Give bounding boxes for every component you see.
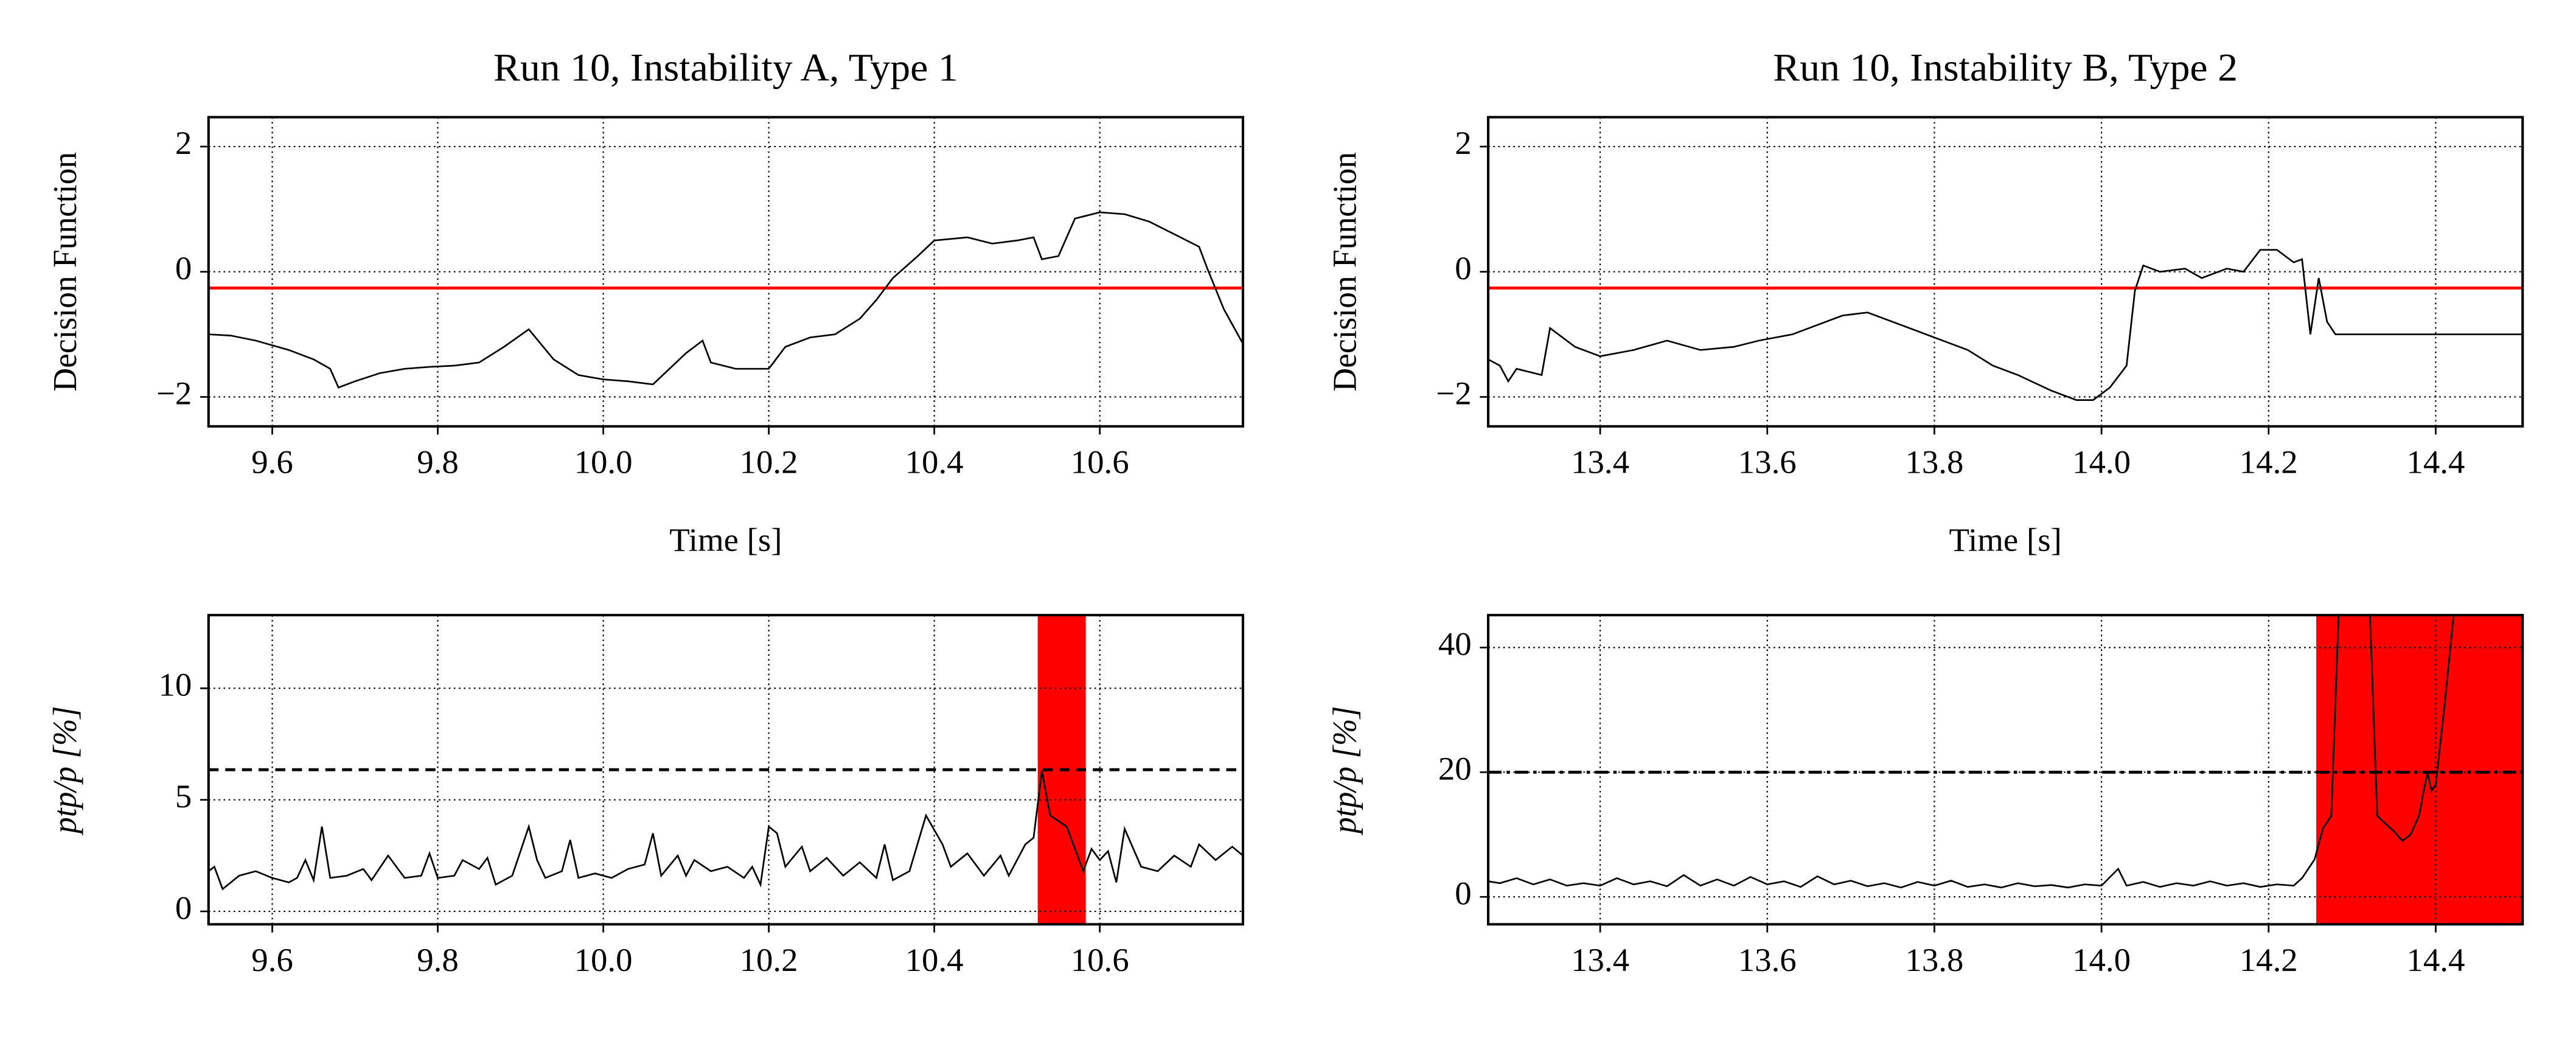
plot-area <box>1488 615 2523 925</box>
y-tick-label: 0 <box>175 251 192 287</box>
x-tick-label: 10.4 <box>905 444 964 480</box>
chart-title: Run 10, Instability A, Type 1 <box>493 46 958 89</box>
y-tick-label: 0 <box>1455 251 1471 287</box>
y-tick-label: 2 <box>175 125 192 161</box>
x-axis-label: Time [s] <box>669 522 782 558</box>
x-tick-label: 13.8 <box>1905 444 1963 480</box>
data-line <box>1488 249 2523 401</box>
x-tick-label: 9.8 <box>417 444 459 480</box>
x-tick-label: 10.6 <box>1071 942 1129 978</box>
axes-frame <box>1487 614 2524 926</box>
x-tick-label: 13.8 <box>1905 942 1963 978</box>
plot-area <box>1488 117 2523 426</box>
x-tick-label: 10.0 <box>574 444 633 480</box>
x-tick-label: 10.6 <box>1071 444 1129 480</box>
x-tick-label: 13.4 <box>1571 942 1629 978</box>
highlight-span <box>2316 615 2523 925</box>
y-tick-label: −2 <box>156 375 192 411</box>
x-tick-label: 14.2 <box>2240 942 2298 978</box>
plot-area <box>208 117 1243 426</box>
y-tick-label: 40 <box>1438 626 1472 662</box>
x-axis-label: Time [s] <box>1949 522 2061 558</box>
x-tick-label: 14.2 <box>2240 444 2298 480</box>
x-tick-label: 9.6 <box>251 942 293 978</box>
x-tick-label: 10.2 <box>740 444 798 480</box>
plot-area <box>208 615 1243 925</box>
axes-frame <box>207 614 1245 926</box>
x-tick-label: 14.4 <box>2406 942 2465 978</box>
axes-frame <box>1487 116 2524 428</box>
x-tick-label: 10.0 <box>574 942 633 978</box>
x-tick-label: 10.2 <box>740 942 798 978</box>
data-line <box>208 770 1243 891</box>
x-tick-label: 9.6 <box>251 444 293 480</box>
data-line <box>1488 615 2455 889</box>
x-tick-label: 13.6 <box>1738 444 1797 480</box>
y-tick-label: 0 <box>1455 875 1471 911</box>
y-axis-label: Decision Function <box>1326 152 1363 392</box>
y-tick-label: 5 <box>175 779 192 815</box>
y-axis-label: ptp/p [%] <box>46 706 83 835</box>
x-tick-label: 9.8 <box>417 942 459 978</box>
x-tick-label: 14.0 <box>2072 444 2131 480</box>
y-tick-label: 10 <box>159 667 192 703</box>
axes-frame <box>207 116 1245 428</box>
x-tick-label: 14.4 <box>2406 444 2465 480</box>
chart-title: Run 10, Instability B, Type 2 <box>1773 46 2238 89</box>
y-axis-label: ptp/p [%] <box>1326 706 1363 835</box>
y-axis-label: Decision Function <box>46 152 83 392</box>
y-tick-label: 2 <box>1455 125 1471 161</box>
x-tick-label: 13.6 <box>1738 942 1797 978</box>
y-tick-label: 20 <box>1438 751 1472 787</box>
x-tick-label: 10.4 <box>905 942 964 978</box>
data-line <box>208 211 1243 389</box>
y-tick-label: 0 <box>175 890 192 926</box>
x-tick-label: 14.0 <box>2072 942 2131 978</box>
x-tick-label: 13.4 <box>1571 444 1629 480</box>
y-tick-label: −2 <box>1436 375 1471 411</box>
